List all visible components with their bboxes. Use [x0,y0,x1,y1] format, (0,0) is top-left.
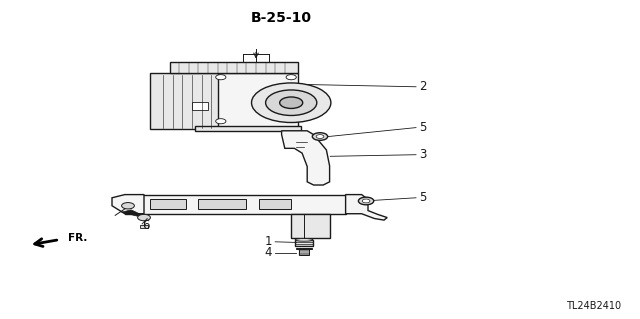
Bar [259,199,291,209]
Circle shape [216,75,226,80]
Polygon shape [112,195,144,214]
Polygon shape [122,210,141,216]
Circle shape [280,97,303,108]
Bar [140,225,148,228]
Bar [192,102,208,110]
Circle shape [358,197,374,205]
Text: 6: 6 [142,219,150,232]
Bar [170,62,298,73]
Text: 4: 4 [264,246,272,259]
Bar [150,73,224,129]
Text: 3: 3 [419,148,427,161]
Bar [125,195,346,214]
Text: FR.: FR. [68,233,88,243]
Circle shape [266,90,317,115]
Circle shape [216,119,226,124]
Circle shape [138,214,150,221]
Polygon shape [282,131,330,185]
Text: B-25-10: B-25-10 [251,11,312,25]
Circle shape [122,203,134,209]
Bar [291,214,330,238]
Text: 2: 2 [419,80,427,93]
Text: 1: 1 [264,235,272,248]
Circle shape [316,135,324,138]
Bar [295,240,313,246]
Circle shape [252,83,331,122]
Circle shape [312,133,328,140]
Circle shape [286,75,296,80]
Circle shape [362,199,370,203]
Bar [150,199,186,209]
Text: 5: 5 [419,121,427,134]
Bar [198,199,246,209]
Bar [299,248,309,255]
Polygon shape [346,195,387,220]
Text: TL24B2410: TL24B2410 [566,301,621,311]
Ellipse shape [295,239,313,241]
Bar [218,73,298,128]
Bar [195,126,301,131]
Bar [296,248,312,249]
Text: 5: 5 [419,191,427,204]
